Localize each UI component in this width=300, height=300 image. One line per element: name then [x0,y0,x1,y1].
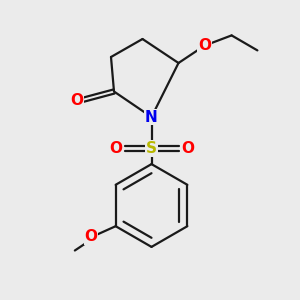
Text: O: O [181,141,194,156]
Text: O: O [70,93,83,108]
Text: N: N [145,110,158,124]
Text: O: O [109,141,122,156]
Text: O: O [85,229,98,244]
Text: O: O [198,38,211,53]
Text: S: S [146,141,157,156]
